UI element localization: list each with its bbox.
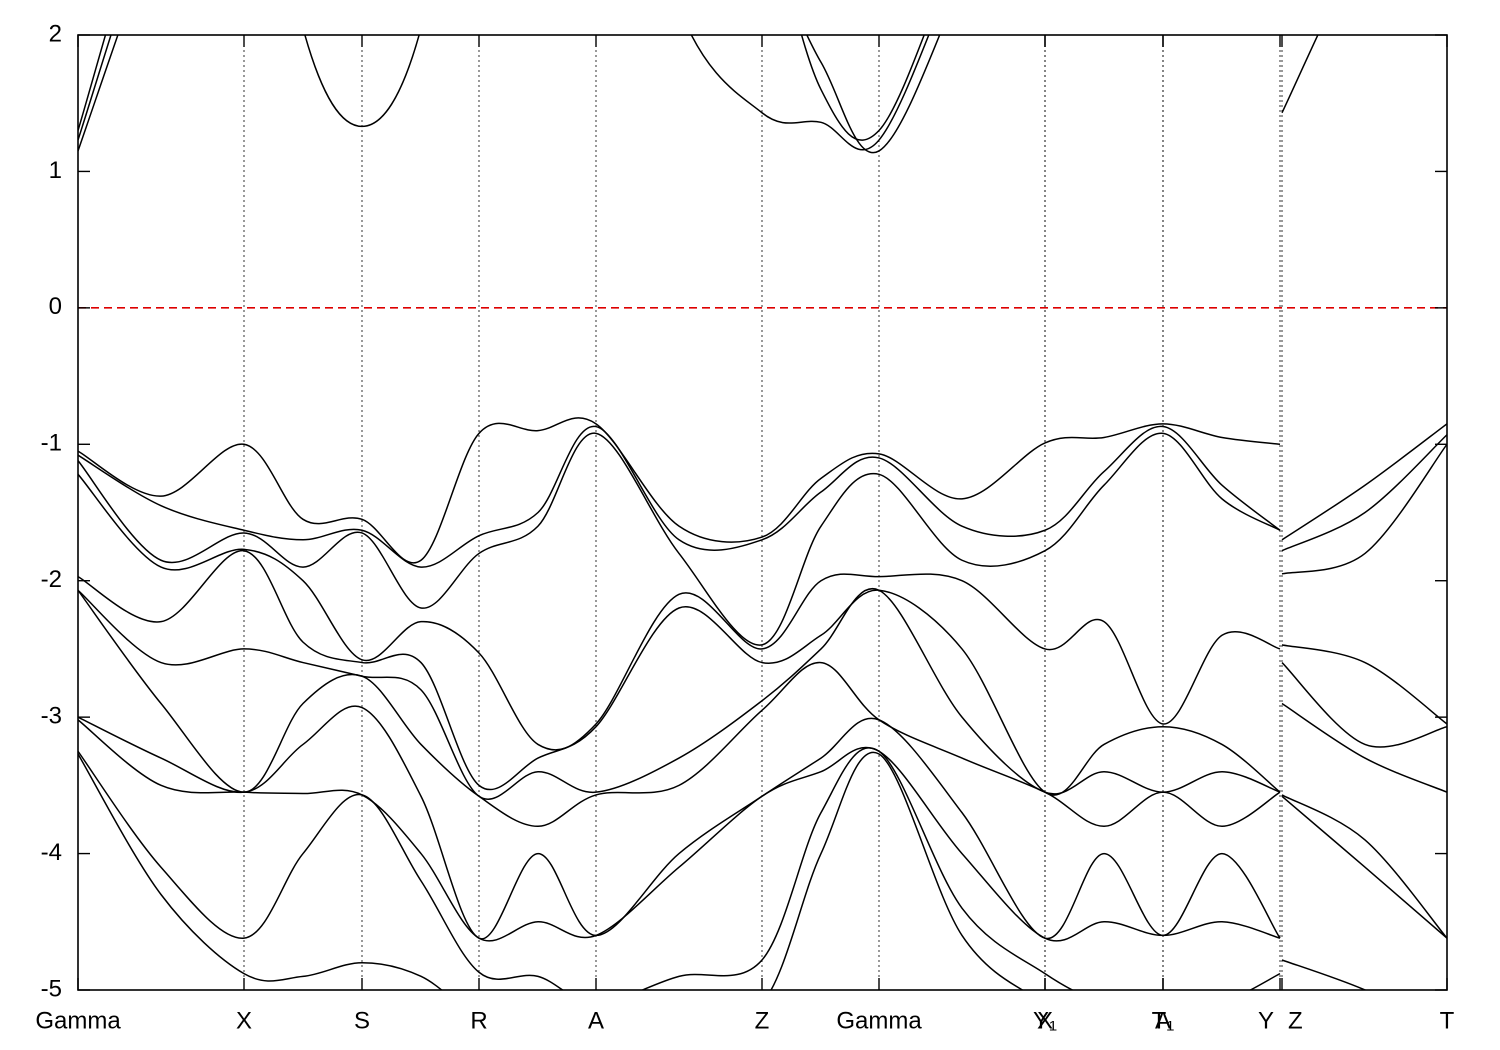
x-tick-label: Y₁ (1033, 1007, 1057, 1034)
x-tick-label: S (354, 1007, 370, 1034)
y-tick-label: 2 (49, 20, 62, 47)
band-line (78, 35, 941, 154)
band-line (78, 35, 1319, 151)
x-tick-label: Y (1258, 1007, 1274, 1034)
band-line (78, 587, 1447, 800)
x-tick-label: A (1155, 1007, 1171, 1034)
y-tick-label: -5 (41, 975, 62, 1002)
x-tick-label: X (1037, 1007, 1053, 1034)
band-line (78, 417, 1447, 564)
x-tick-label: R (470, 1007, 487, 1034)
x-tick-label: A (588, 1007, 604, 1034)
band-line (78, 473, 1447, 751)
y-tick-label: 0 (49, 293, 62, 320)
x-tick-label: T₁ (1152, 1007, 1175, 1034)
band-line (78, 432, 1447, 646)
x-tick-label: X (236, 1007, 252, 1034)
y-tick-label: -2 (41, 566, 62, 593)
y-tick-label: -1 (41, 430, 62, 457)
x-tick-label: Gamma (836, 1007, 922, 1034)
band-line (78, 35, 925, 141)
x-tick-label: Z (1288, 1007, 1303, 1034)
y-tick-label: 1 (49, 157, 62, 184)
band-line (78, 705, 1447, 940)
band-line (78, 719, 1367, 990)
x-tick-label: Z (755, 1007, 770, 1034)
band-line (78, 589, 1447, 939)
bands (78, 35, 1447, 990)
band-line (78, 751, 1024, 990)
x-tick-label: Gamma (35, 1007, 121, 1034)
y-tick-label: -3 (41, 702, 62, 729)
x-tick-label: T (1440, 1007, 1455, 1034)
band-line (78, 549, 1447, 796)
y-tick-label: -4 (41, 839, 62, 866)
plot-frame (77, 34, 1448, 991)
band-line (78, 747, 1281, 990)
band-line (78, 425, 1447, 568)
